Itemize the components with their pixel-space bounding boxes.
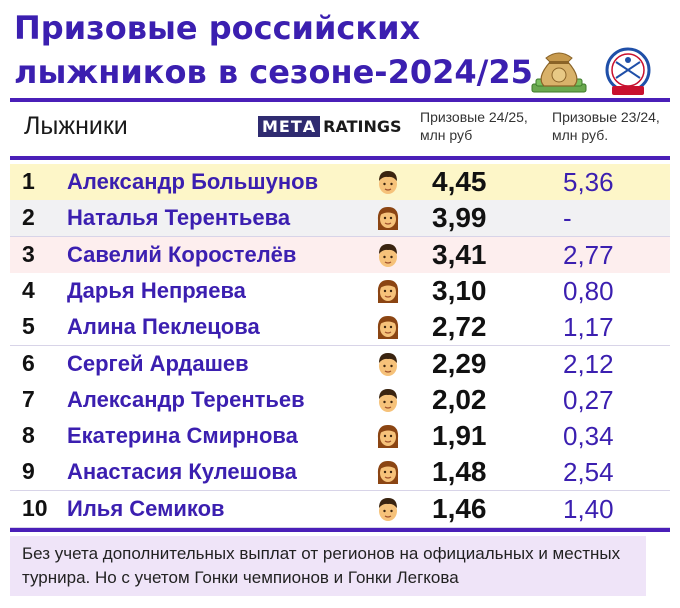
- prize-2425-value: 3,41: [432, 238, 487, 270]
- prize-2324-value: 2,54: [563, 457, 614, 488]
- prize-2425-value: 1,91: [432, 420, 487, 452]
- prize-2324-value: -: [563, 203, 572, 234]
- column-header-current: Призовые 24/25, млн руб: [420, 109, 528, 143]
- rank-cell: 3: [22, 240, 35, 267]
- header-rule: [10, 98, 670, 102]
- brand-meta: MЕТА: [258, 116, 321, 137]
- brand-ratings: RATINGS: [323, 117, 402, 136]
- athlete-name: Наталья Терентьева: [67, 205, 291, 231]
- athlete-name: Александр Терентьев: [67, 386, 305, 412]
- prize-2425-value: 2,72: [432, 311, 487, 343]
- rank-cell: 8: [22, 422, 35, 449]
- prize-2425-value: 1,46: [432, 492, 487, 524]
- rank-cell: 9: [22, 458, 35, 485]
- woman-emoji-icon: [377, 461, 399, 485]
- athlete-name: Савелий Коростелёв: [67, 241, 297, 267]
- woman-emoji-icon: [377, 207, 399, 231]
- rank-cell: 1: [22, 168, 35, 194]
- prize-2425-value: 3,10: [432, 274, 487, 306]
- man-emoji-icon: [379, 243, 397, 267]
- table-row: 2 Наталья Терентьева 3,99 -: [10, 200, 670, 238]
- prize-2324-value: 1,40: [563, 493, 614, 524]
- federation-logo: [605, 47, 651, 95]
- prize-2425-value: 1,48: [432, 456, 487, 488]
- athlete-name: Александр Большунов: [67, 169, 319, 194]
- man-emoji-icon: [379, 352, 397, 376]
- table-row: 4 Дарья Непряева 3,10 0,80: [10, 272, 670, 310]
- table-row: 7 Александр Терентьев 2,02 0,27: [10, 381, 670, 419]
- prize-2425-value: 4,45: [432, 166, 487, 197]
- money-bag-icon: [531, 52, 587, 93]
- prize-2324-value: 5,36: [563, 167, 614, 197]
- athlete-name: Илья Семиков: [67, 495, 225, 521]
- athlete-name: Сергей Ардашев: [67, 350, 249, 376]
- brand-logo: MЕТА RATINGS: [258, 116, 402, 137]
- man-emoji-icon: [379, 388, 397, 412]
- table-row: 9 Анастасия Кулешова 1,48 2,54: [10, 454, 670, 492]
- athlete-name: Алина Пеклецова: [67, 314, 260, 340]
- prize-2324-value: 0,27: [563, 384, 614, 415]
- woman-emoji-icon: [377, 316, 399, 340]
- page-title: Призовые российских лыжников в сезоне-20…: [14, 9, 533, 91]
- table-row: 1 Александр Большунов 4,45 5,36: [10, 164, 670, 201]
- prize-2425-value: 2,02: [432, 383, 487, 415]
- footer-note: Без учета дополнительных выплат от регио…: [10, 536, 646, 596]
- prize-2324-value: 0,80: [563, 275, 614, 306]
- column-header-previous: Призовые 23/24, млн руб.: [552, 109, 660, 143]
- table-row: 6 Сергей Ардашев 2,29 2,12: [10, 345, 670, 383]
- prize-2324-value: 2,12: [563, 348, 614, 379]
- rank-cell: 4: [22, 276, 35, 303]
- athlete-name: Дарья Непряева: [67, 277, 246, 303]
- prize-2324-value: 1,17: [563, 312, 614, 343]
- prize-2425-value: 3,99: [432, 202, 487, 234]
- table-row: 3 Савелий Коростелёв 3,41 2,77: [10, 236, 670, 274]
- rank-cell: 7: [22, 385, 35, 412]
- rank-cell: 5: [22, 313, 35, 340]
- woman-emoji-icon: [377, 425, 399, 449]
- athlete-name: Екатерина Смирнова: [67, 423, 298, 449]
- athletes-column-header: Лыжники: [24, 112, 128, 140]
- rank-cell: 2: [22, 204, 35, 231]
- prize-2425-value: 2,29: [432, 347, 487, 379]
- athlete-name: Анастасия Кулешова: [67, 459, 297, 485]
- table-row: 10 Илья Семиков 1,46 1,40: [10, 490, 670, 528]
- woman-emoji-icon: [377, 279, 399, 303]
- table-row: 8 Екатерина Смирнова 1,91 0,34: [10, 418, 670, 456]
- table-top-rule: [10, 156, 670, 160]
- table-bottom-rule: [10, 528, 670, 532]
- prize-2324-value: 0,34: [563, 421, 614, 452]
- man-emoji-icon: [379, 497, 397, 521]
- table-row: 5 Алина Пеклецова 2,72 1,17: [10, 309, 670, 347]
- man-emoji-icon: [379, 171, 397, 194]
- prize-2324-value: 2,77: [563, 239, 614, 270]
- rank-cell: 10: [22, 494, 48, 521]
- rank-cell: 6: [22, 349, 35, 376]
